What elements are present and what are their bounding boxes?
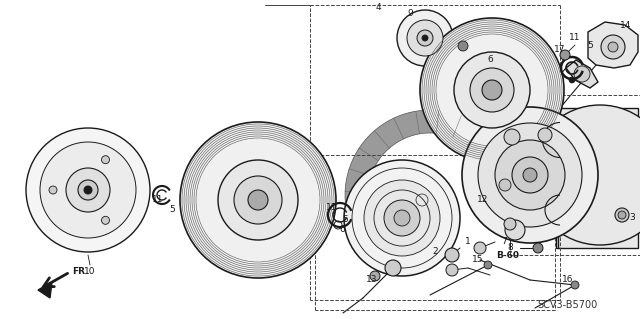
Text: 11: 11 (326, 204, 338, 212)
FancyBboxPatch shape (556, 108, 638, 248)
Text: 11: 11 (569, 33, 580, 42)
Text: 5: 5 (342, 216, 348, 225)
Text: SCV3-B5700: SCV3-B5700 (538, 300, 598, 310)
Polygon shape (566, 60, 598, 88)
Text: 1: 1 (465, 238, 471, 247)
Text: 6: 6 (339, 226, 345, 234)
Circle shape (615, 208, 629, 222)
Circle shape (102, 156, 109, 164)
Circle shape (533, 243, 543, 253)
Circle shape (454, 52, 530, 128)
Text: 4: 4 (375, 4, 381, 12)
Circle shape (504, 218, 516, 230)
Text: 16: 16 (563, 276, 573, 285)
Circle shape (470, 68, 514, 112)
Circle shape (523, 168, 537, 182)
Circle shape (478, 123, 582, 227)
Text: 2: 2 (432, 248, 438, 256)
Circle shape (484, 261, 492, 269)
Text: 8: 8 (507, 243, 513, 253)
Circle shape (462, 107, 598, 243)
FancyArrowPatch shape (43, 273, 68, 287)
Circle shape (385, 260, 401, 276)
Circle shape (248, 190, 268, 210)
Circle shape (618, 211, 626, 219)
Text: 3: 3 (629, 213, 635, 222)
Text: 5: 5 (587, 41, 593, 49)
Circle shape (495, 140, 565, 210)
Circle shape (608, 42, 618, 52)
Circle shape (218, 160, 298, 240)
Text: 10: 10 (84, 268, 96, 277)
Circle shape (417, 30, 433, 46)
Circle shape (384, 200, 420, 236)
Text: 11: 11 (152, 196, 164, 204)
Circle shape (505, 220, 525, 240)
Circle shape (407, 20, 443, 56)
Circle shape (458, 41, 468, 51)
Circle shape (446, 264, 458, 276)
Circle shape (40, 142, 136, 238)
Circle shape (422, 35, 428, 41)
Circle shape (474, 242, 486, 254)
Circle shape (180, 122, 336, 278)
Circle shape (530, 105, 640, 245)
Circle shape (102, 216, 109, 224)
Circle shape (504, 129, 520, 145)
Circle shape (49, 186, 57, 194)
Circle shape (84, 186, 92, 194)
Circle shape (512, 157, 548, 193)
Text: 14: 14 (620, 20, 632, 29)
Circle shape (560, 50, 570, 60)
Circle shape (499, 179, 511, 191)
Circle shape (370, 271, 380, 281)
Polygon shape (345, 110, 514, 269)
Circle shape (344, 160, 460, 276)
Circle shape (397, 10, 453, 66)
Circle shape (66, 168, 110, 212)
Text: FR.: FR. (72, 268, 88, 277)
Circle shape (482, 80, 502, 100)
Text: 9: 9 (407, 10, 413, 19)
Circle shape (234, 176, 282, 224)
Text: 7: 7 (501, 238, 507, 247)
Text: 15: 15 (472, 256, 484, 264)
Text: 12: 12 (477, 196, 489, 204)
Circle shape (574, 66, 590, 82)
Circle shape (394, 210, 410, 226)
Text: 17: 17 (554, 46, 566, 55)
Circle shape (420, 18, 564, 162)
Text: B-60: B-60 (497, 250, 520, 259)
Polygon shape (588, 22, 638, 68)
Polygon shape (38, 282, 52, 298)
Circle shape (538, 128, 552, 142)
Text: 5: 5 (169, 205, 175, 214)
Circle shape (571, 281, 579, 289)
Text: 6: 6 (487, 56, 493, 64)
Circle shape (569, 77, 575, 83)
Circle shape (445, 248, 459, 262)
Circle shape (364, 180, 440, 256)
Text: 13: 13 (366, 276, 378, 285)
Circle shape (601, 35, 625, 59)
Circle shape (78, 180, 98, 200)
Circle shape (26, 128, 150, 252)
